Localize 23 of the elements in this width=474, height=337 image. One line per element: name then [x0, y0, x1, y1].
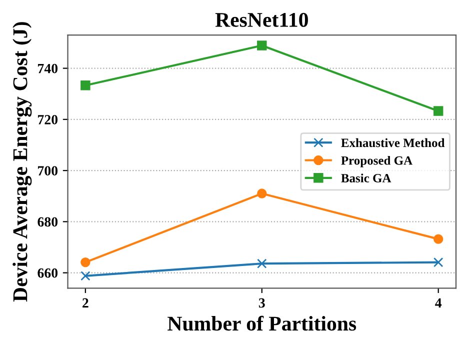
point: [257, 258, 267, 268]
point: [433, 257, 444, 268]
legend-label: Exhaustive Method: [341, 138, 445, 148]
chart-title: ResNet110: [215, 12, 308, 27]
point: [80, 80, 90, 90]
y-tick-label: 680: [38, 217, 58, 227]
point: [433, 106, 444, 116]
point: [80, 271, 90, 281]
y-tick-label: 660: [38, 268, 58, 278]
legend-label: Basic GA: [341, 174, 392, 182]
x-axis-title: Number of Partitions: [168, 316, 356, 331]
x-tick-label: 4: [435, 298, 442, 308]
point: [433, 234, 444, 244]
y-tick-label: 720: [38, 114, 58, 124]
y-axis-title: Device Average Energy Cost (J): [12, 22, 32, 302]
x-tick-label: 3: [258, 298, 265, 308]
point: [257, 188, 267, 198]
y-tick-label: 700: [38, 166, 58, 176]
y-tick-label: 740: [38, 64, 58, 74]
point: [257, 40, 267, 50]
point: [80, 257, 90, 268]
legend-label: Proposed GA: [341, 156, 412, 168]
x-tick-label: 2: [82, 298, 88, 308]
